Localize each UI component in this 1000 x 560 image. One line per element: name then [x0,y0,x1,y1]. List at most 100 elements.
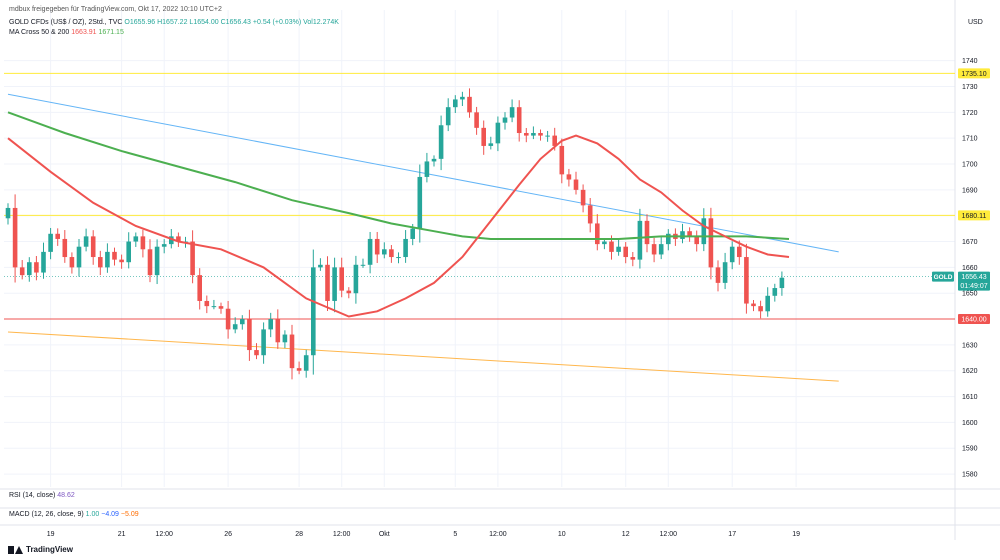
price-tick-label: 1690 [962,187,978,194]
candle [5,203,11,225]
candle-body [751,303,756,307]
candle-body [524,133,529,136]
candle-body [112,251,117,260]
time-tick-label: Okt [379,531,390,538]
price-tick-label: 1670 [962,239,978,246]
candle-body [90,236,96,258]
candle-body [722,262,728,283]
candle-body [460,96,465,100]
candle-body [694,236,699,245]
candle [566,168,572,187]
candle-body [247,319,252,351]
candle [389,245,394,263]
trendlines [7,93,839,382]
candle-body [19,267,25,276]
candle-body [119,259,124,263]
countdown-label: 01:49:07 [960,283,987,290]
candle-body [154,246,160,276]
candle-body [382,249,387,255]
candle [481,120,486,155]
candle [275,309,281,349]
candle [545,130,550,142]
candle [758,300,763,319]
candle [722,252,728,290]
candle [62,230,68,263]
candle-body [410,228,415,239]
level-badge [958,314,990,325]
candle [119,254,124,269]
rsi-legend[interactable]: RSI (14, close) 48.62 [9,492,75,499]
candle-body [531,133,536,136]
ma-slow-value: 1671.15 [98,29,124,36]
candle [516,100,522,142]
symbol-badge-label: GOLD [934,274,953,281]
candle [41,242,46,279]
last-price-badge [958,271,990,291]
candle-body [346,290,352,294]
horizontal-levels [4,72,955,320]
candle [737,240,742,265]
candle-body [559,145,565,175]
candle-body [296,368,302,371]
ma-legend[interactable]: MA Cross 50 & 200 1663.91 1671.15 [9,28,124,37]
candle [19,260,25,280]
candle [12,194,18,283]
price-tick-label: 1600 [962,420,978,427]
price-tick-label: 1610 [962,394,978,401]
candle-body [275,319,281,343]
time-tick-label: 21 [118,531,126,538]
candle [630,252,636,267]
candle-body [765,295,770,312]
macd-legend[interactable]: MACD (12, 26, close, 9) 1.00 −4.09 −5.09 [9,511,139,518]
symbol-line: GOLD CFDs (US$ / OZ), 2Std., TVC O1655.9… [9,18,339,27]
candle [161,239,167,254]
candle-body [225,308,231,330]
level-badge-label: 1735.10 [961,71,986,78]
candle-body [76,246,82,268]
candle-body [389,249,394,258]
candle [69,252,75,274]
macd-value-2: −4.09 [101,511,119,518]
candle [453,95,458,113]
trendline-trend_upper [7,93,839,253]
candle [382,242,387,259]
candle-body [488,143,494,146]
candle [765,287,770,317]
candle-body [687,231,692,237]
tradingview-logo[interactable]: TradingView [8,545,73,554]
candle-body [48,233,53,252]
candle-body [552,135,557,146]
candle [680,223,685,244]
level-badge [958,68,990,79]
high-value: H1657.22 [157,19,188,26]
candle-body [573,179,579,190]
price-tick-label: 1660 [962,265,978,272]
time-tick-label: 12:00 [660,531,678,538]
candle [445,98,451,132]
macd-value-1: 1.00 [85,511,100,518]
candle-body [779,277,785,289]
tradingview-logo-icon [8,545,23,554]
ma-slow-line [7,111,790,240]
currency-label: USD [968,19,983,26]
candle-body [744,257,749,304]
candle [644,214,650,253]
open-value: O1655.96 [124,19,156,26]
candle-body [332,267,337,301]
rsi-value: 48.62 [57,492,75,499]
rsi-label: RSI (14, close) [9,492,56,499]
candle-body [282,334,288,343]
candle-body [289,334,295,369]
candle [694,230,699,252]
candle-body [424,161,430,177]
candle-body [176,236,181,242]
candle-body [772,288,778,296]
candle [232,317,238,334]
time-tick-label: 28 [295,531,303,538]
candle-body [516,107,522,134]
candle [311,249,316,375]
candle [296,361,302,375]
candle [105,243,110,273]
candle-body [729,246,735,263]
